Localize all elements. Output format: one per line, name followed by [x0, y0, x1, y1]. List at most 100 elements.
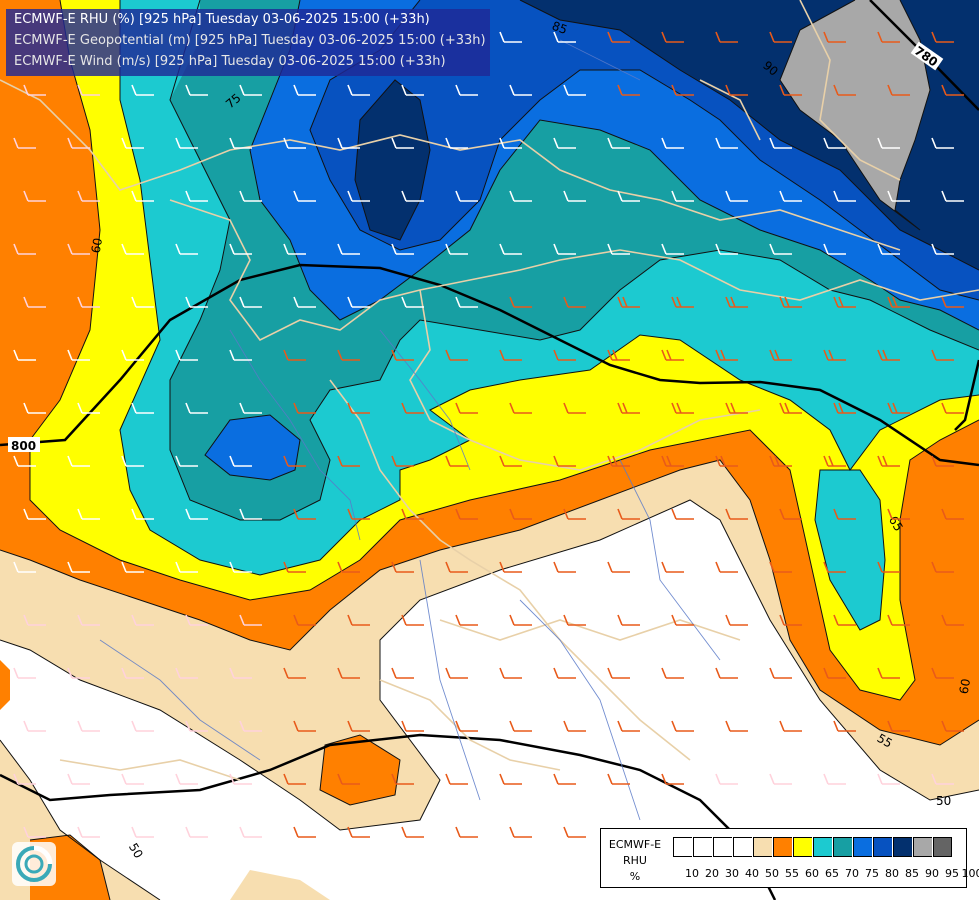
legend-tick-70: 70: [845, 867, 859, 880]
wind-barb-185: [769, 561, 792, 573]
wind-barb-9: [23, 84, 46, 96]
wind-barb-46: [77, 190, 100, 202]
wind-barb-123: [347, 402, 370, 414]
wind-barb-98: [941, 296, 964, 308]
wind-barb-75: [661, 243, 684, 255]
wind-barb-205: [887, 614, 910, 626]
wind-barb-93: [671, 296, 694, 308]
wind-barb-164: [617, 508, 640, 520]
wind-barb-194: [293, 614, 316, 626]
wind-barb-204: [833, 614, 856, 626]
legend-title-unit: %: [629, 870, 641, 883]
wind-barb-192: [185, 614, 208, 626]
wind-barb-94: [725, 296, 748, 308]
wind-barb-24: [833, 84, 856, 96]
wind-barb-186: [823, 561, 846, 573]
wind-barb-148: [715, 455, 738, 467]
wind-barb-101: [121, 349, 144, 361]
wind-barb-214: [391, 667, 414, 679]
wind-barb-140: [283, 455, 306, 467]
wind-barb-156: [185, 508, 208, 520]
legend-swatch-2: [713, 837, 732, 857]
wind-barb-125: [455, 402, 478, 414]
wind-barb-29: [121, 137, 144, 149]
wind-barb-111: [661, 349, 684, 361]
wind-barb-113: [769, 349, 792, 361]
wind-barb-95: [779, 296, 802, 308]
wind-barb-253: [553, 773, 576, 785]
wind-barb-171: [13, 561, 36, 573]
legend-swatch-6: [793, 837, 812, 857]
wind-barb-228: [185, 720, 208, 732]
wind-barb-178: [391, 561, 414, 573]
wind-barb-49: [239, 190, 262, 202]
wind-barb-115: [877, 349, 900, 361]
wind-barb-30: [175, 137, 198, 149]
wind-barb-117: [23, 402, 46, 414]
wind-barb-217: [553, 667, 576, 679]
wind-barb-42: [823, 137, 846, 149]
wind-barb-146: [607, 455, 630, 467]
wind-barb-14: [293, 84, 316, 96]
wind-barb-15: [347, 84, 370, 96]
wind-barb-175: [229, 561, 252, 573]
wind-barb-108: [499, 349, 522, 361]
legend-tick-50: 50: [765, 867, 779, 880]
rh-75-area-blob: [205, 415, 300, 480]
wind-barb-66: [175, 243, 198, 255]
wind-barb-124: [401, 402, 424, 414]
wind-barb-160: [401, 508, 424, 520]
wind-barb-150: [823, 455, 846, 467]
wind-barb-17: [455, 84, 478, 96]
rhu-label-60-west: 60: [89, 237, 105, 254]
wind-barb-170: [941, 508, 964, 520]
wind-barb-2: [607, 31, 630, 43]
wind-barb-221: [769, 667, 792, 679]
wind-barb-40: [715, 137, 738, 149]
wind-barb-218: [607, 667, 630, 679]
wind-barb-211: [229, 667, 252, 679]
wind-barb-76: [715, 243, 738, 255]
wind-barb-5: [769, 31, 792, 43]
legend-tick-65: 65: [825, 867, 839, 880]
rhu-label-60-east: 60: [957, 678, 973, 695]
legend-swatch-4: [753, 837, 772, 857]
wind-barb-59: [779, 190, 802, 202]
wind-barb-259: [877, 773, 900, 785]
wind-barb-174: [175, 561, 198, 573]
wind-barb-54: [509, 190, 532, 202]
wind-barb-3: [661, 31, 684, 43]
wind-barb-243: [13, 773, 36, 785]
wind-barb-188: [931, 561, 954, 573]
wind-barb-122: [293, 402, 316, 414]
wind-barb-63: [13, 243, 36, 255]
wind-barb-127: [563, 402, 586, 414]
wind-barb-257: [769, 773, 792, 785]
wind-barb-248: [283, 773, 306, 785]
wind-barb-231: [347, 720, 370, 732]
rh-65-area-se: [815, 470, 885, 630]
wind-barb-81: [23, 296, 46, 308]
wind-barb-207: [13, 667, 36, 679]
wind-barb-267: [347, 826, 370, 838]
wind-barb-166: [725, 508, 748, 520]
wind-barb-119: [131, 402, 154, 414]
legend-tick-30: 30: [725, 867, 739, 880]
wind-barb-258: [823, 773, 846, 785]
wind-barb-262: [77, 826, 100, 838]
wind-barb-172: [67, 561, 90, 573]
wind-barb-169: [887, 508, 910, 520]
wind-barb-57: [671, 190, 694, 202]
wind-barb-239: [779, 720, 802, 732]
wind-barb-157: [239, 508, 262, 520]
wind-barb-128: [617, 402, 640, 414]
wind-barb-269: [455, 826, 478, 838]
wind-barb-165: [671, 508, 694, 520]
legend-tick-55: 55: [785, 867, 799, 880]
wind-barb-260: [931, 773, 954, 785]
wind-barb-33: [337, 137, 360, 149]
wind-barb-91: [563, 296, 586, 308]
wind-barb-191: [131, 614, 154, 626]
